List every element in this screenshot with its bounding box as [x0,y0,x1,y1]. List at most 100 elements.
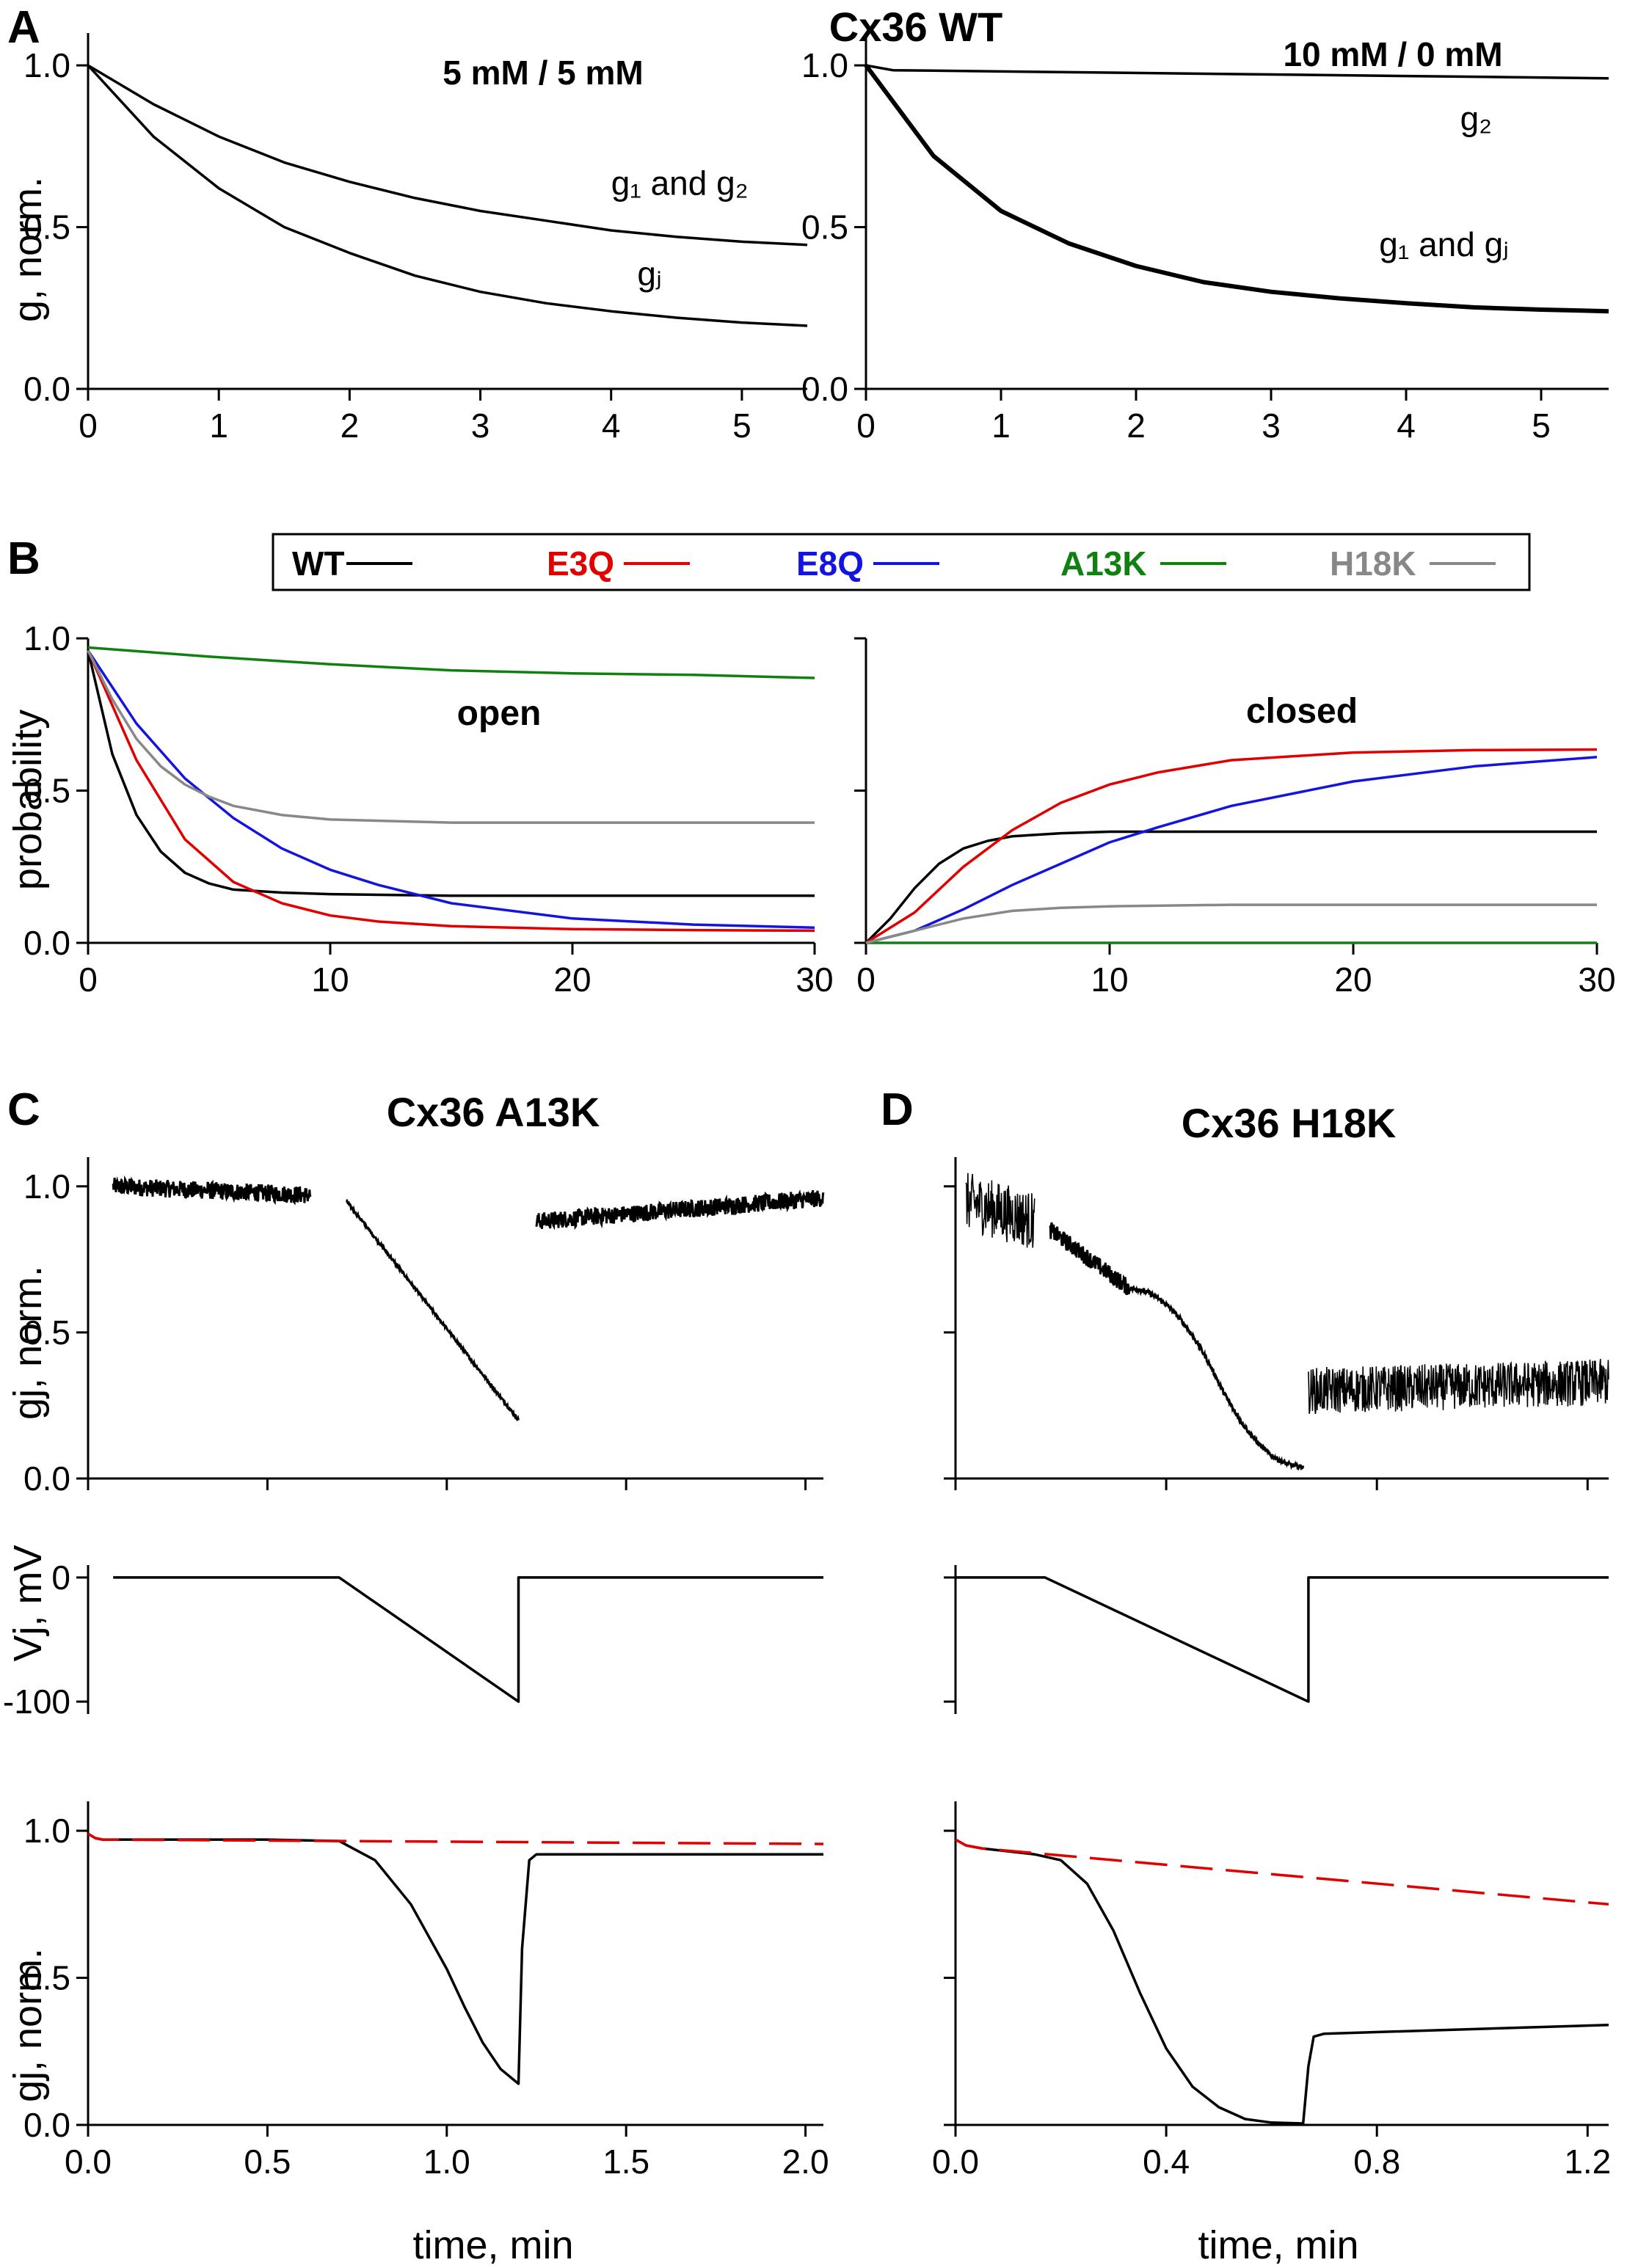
x-tick-label: 1 [209,406,228,445]
x-tick-label: 0.5 [244,2143,291,2181]
legend-item-a13k: A13K [1060,544,1226,583]
scatter-trace [346,1199,520,1421]
series-g1-and-g2 [87,64,808,247]
x-tick-label: 0.0 [65,2143,112,2181]
series-e8q [865,756,1598,944]
series-e3q [865,748,1598,944]
panel-letter-b: B [7,533,40,584]
x-tick-label: 0 [856,406,876,445]
x-tick-label: 1 [991,406,1011,445]
x-tick-label: 1.5 [603,2143,649,2181]
series-fit [955,1838,1609,1906]
y-tick-label: 0.5 [23,1313,70,1352]
annotation: gⱼ [637,255,662,293]
chart-c-top: 0.0 0.5 1.0 [23,1157,825,1498]
series-vj [956,1576,1609,1703]
panel-letter-d: D [881,1084,914,1135]
x-tick-label: 2 [341,406,360,445]
y-tick-label: 1.0 [23,1812,70,1850]
scatter-trace [112,1175,312,1206]
x-tick-label: 2.0 [782,2143,829,2181]
x-tick-label: 2 [1126,406,1146,445]
scatter-trace [1049,1222,1131,1295]
x-tick-label: 3 [471,406,490,445]
ylabel-a: g, norm. [6,177,50,322]
chart-c-mid: -100 0 [3,1558,823,1721]
ylabel-c-mid: Vj, mV [6,1545,50,1661]
xlabel-d: time, min [1198,2223,1358,2264]
y-tick-label: 0.0 [23,2106,70,2144]
series-a13k [87,646,815,679]
y-tick-label: 1.0 [801,46,848,84]
legend-label: H18K [1330,544,1416,583]
x-tick-label: 0.0 [932,2143,979,2181]
x-tick-label: 5 [1532,406,1551,445]
x-tick-label: 1.0 [423,2143,470,2181]
y-tick-label: 0.0 [23,924,70,962]
x-tick-label: 0.4 [1143,2143,1190,2181]
scatter-segment [535,1189,825,1230]
legend: WT E3Q E8Q A13K H18K [272,533,1531,591]
legend-label: A13K [1060,544,1147,583]
series-gj [955,1838,1609,2125]
y-tick-label: 0.5 [23,1959,70,1997]
x-tick-label: 20 [553,960,591,999]
scatter-segment [965,1173,1035,1248]
heading-cx36-h18k: Cx36 H18K [1182,1100,1397,1146]
x-tick-label: 0 [79,960,98,999]
y-tick-label: 1.0 [23,619,70,657]
y-tick-label: -100 [3,1682,70,1721]
x-tick-label: 30 [796,960,833,999]
x-tick-label: 30 [1578,960,1615,999]
series-gj [87,64,808,327]
legend-label: E3Q [547,544,614,583]
panel-letter-a: A [7,2,40,53]
legend-item-wt: WT [292,544,412,583]
scatter-trace [1308,1359,1609,1415]
x-tick-label: 0 [856,960,876,999]
chart-b-right: 0 10 20 30 [854,637,1616,999]
series-g1-and-gj [864,64,1609,314]
x-tick-label: 5 [732,406,751,445]
chart-d-top [944,1157,1609,1490]
ylabel-b: probability [6,710,50,890]
series-wt [865,830,1597,944]
xlabel-c: time, min [412,2223,573,2264]
y-tick-label: 0.5 [23,208,70,247]
scatter-trace [965,1173,1035,1248]
y-tick-label: 0.0 [23,370,70,408]
y-tick-label: 0 [51,1558,70,1597]
chart-a-left: 0.0 0.5 1.0 0 1 2 3 4 5 g₁ and g₂ gⱼ [23,33,808,445]
subheading-a-left: 5 mM / 5 mM [443,54,644,92]
annotation: g₁ and g₂ [611,164,749,202]
annotation: g₂ [1460,99,1492,137]
y-tick-label: 1.0 [23,1167,70,1206]
scatter-segment [1308,1359,1609,1415]
chart-c-bottom: 0.0 0.5 1.0 0.0 0.5 1.0 1.5 2.0 [23,1801,829,2181]
series-gj [87,1832,823,2085]
y-tick-label: 1.0 [23,46,70,84]
scatter-segment [1128,1285,1305,1471]
series-e3q [87,649,815,933]
scatter-segment [346,1199,520,1421]
x-tick-label: 0 [79,406,98,445]
y-tick-label: 0.5 [801,208,848,247]
title-closed: closed [1246,692,1358,731]
heading-cx36-wt: Cx36 WT [829,4,1003,50]
x-tick-label: 4 [1397,406,1416,445]
subheading-a-right: 10 mM / 0 mM [1283,35,1502,73]
legend-label: E8Q [796,544,864,583]
y-tick-label: 0.0 [23,1459,70,1498]
y-tick-label: 0.0 [801,370,848,408]
chart-b-left: 0.0 0.5 1.0 0 10 20 30 [23,619,834,999]
legend-item-h18k: H18K [1330,544,1496,583]
y-tick-label: 0.5 [23,772,70,810]
scatter-trace [535,1189,825,1230]
scatter-trace [1128,1285,1305,1471]
series-vj [113,1576,823,1703]
series-wt [87,650,815,897]
title-open: open [457,694,542,733]
chart-d-mid [944,1565,1609,1714]
